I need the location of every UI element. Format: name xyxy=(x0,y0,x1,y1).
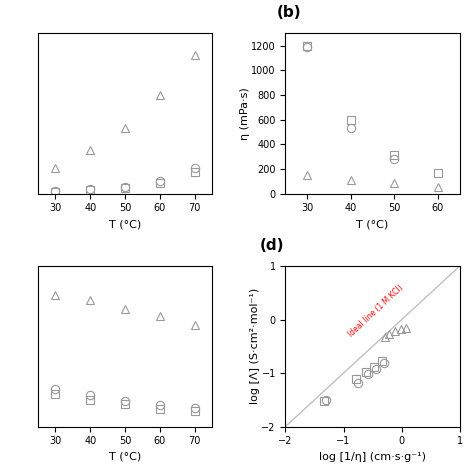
X-axis label: log [1/η] (cm·s·g⁻¹): log [1/η] (cm·s·g⁻¹) xyxy=(319,452,426,462)
Y-axis label: log [Λ] (S·cm²·mol⁻¹): log [Λ] (S·cm²·mol⁻¹) xyxy=(250,288,260,404)
Text: (b): (b) xyxy=(277,5,301,20)
Y-axis label: η (mPa·s): η (mPa·s) xyxy=(240,87,250,140)
X-axis label: T (°C): T (°C) xyxy=(109,219,141,229)
Text: (d): (d) xyxy=(259,238,284,253)
X-axis label: T (°C): T (°C) xyxy=(109,452,141,462)
X-axis label: T (°C): T (°C) xyxy=(356,219,389,229)
Text: Ideal line (1 M KCl): Ideal line (1 M KCl) xyxy=(347,283,405,339)
